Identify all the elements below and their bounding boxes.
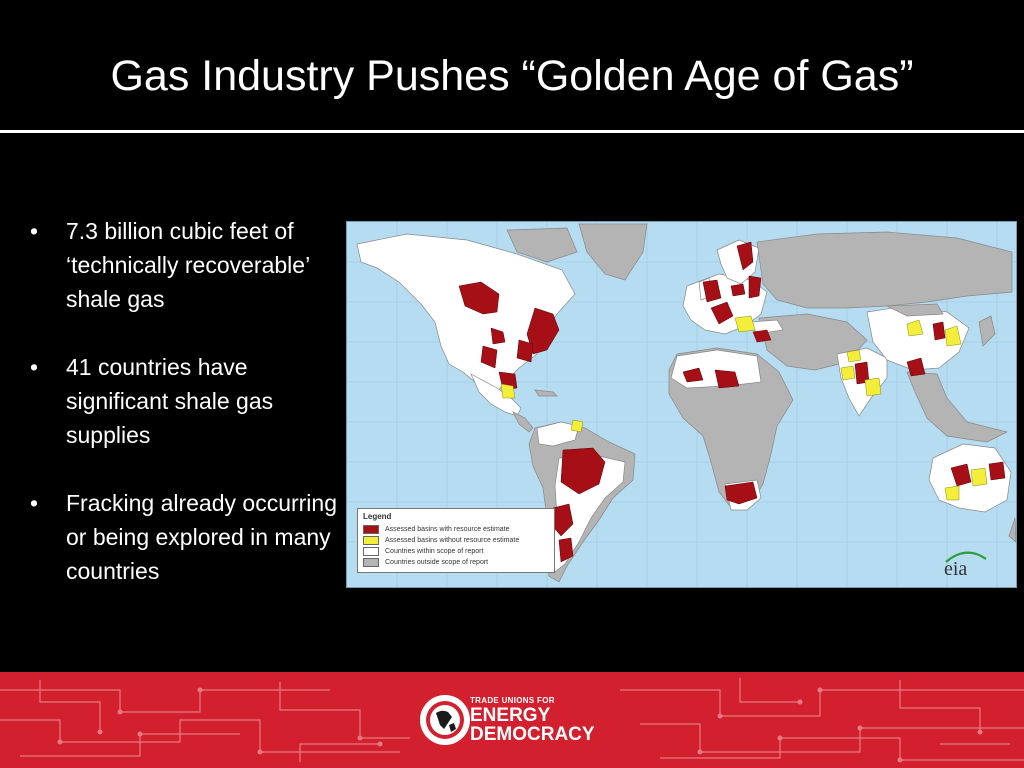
bullet-marker: • xyxy=(30,354,39,380)
caribbean xyxy=(534,389,558,397)
legend-row-out-of-scope: Countries outside scope of report xyxy=(363,557,549,568)
legend-label: Assessed basins without resource estimat… xyxy=(385,537,520,544)
bullet-item: • Fracking already occurring or being ex… xyxy=(30,486,340,588)
map-legend: Legend Assessed basins with resource est… xyxy=(357,508,555,573)
slide-title: Gas Industry Pushes “Golden Age of Gas” xyxy=(110,52,914,100)
eia-arc-icon xyxy=(945,551,987,563)
colombia-venezuela xyxy=(536,421,580,447)
bullet-text: 41 countries have significant shale gas … xyxy=(66,354,274,448)
legend-title: Legend xyxy=(363,512,392,521)
bullet-text: 7.3 billion cubic feet of ‘technically r… xyxy=(66,218,310,312)
legend-label: Countries outside scope of report xyxy=(385,559,489,566)
central-america xyxy=(512,411,534,433)
org-tagline: TRADE UNIONS FOR xyxy=(470,696,555,705)
world-map-graphic xyxy=(347,222,1016,587)
bullet-marker: • xyxy=(30,490,39,516)
org-logo: TRADE UNIONS FOR ENERGY DEMOCRACY xyxy=(418,690,618,750)
japan xyxy=(978,315,996,347)
legend-label: Assessed basins with resource estimate xyxy=(385,526,510,533)
bullet-text: Fracking already occurring or being expl… xyxy=(66,490,338,584)
legend-swatch-no-estimate xyxy=(363,536,379,545)
title-divider xyxy=(0,130,1024,133)
russia xyxy=(756,231,1013,309)
new-zealand xyxy=(1008,517,1016,543)
org-name-energy: ENERGY xyxy=(470,705,551,726)
bullet-item: • 41 countries have significant shale ga… xyxy=(30,350,340,452)
legend-swatch-estimate xyxy=(363,525,379,534)
eia-logo: eia xyxy=(944,549,988,579)
legend-swatch-in-scope xyxy=(363,547,379,556)
southeast-asia xyxy=(906,371,1009,443)
globe-icon xyxy=(420,695,470,745)
legend-row-estimate: Assessed basins with resource estimate xyxy=(363,524,549,535)
legend-label: Countries within scope of report xyxy=(385,548,484,555)
legend-swatch-out-of-scope xyxy=(363,558,379,567)
greenland xyxy=(578,223,648,281)
world-shale-map: Legend Assessed basins with resource est… xyxy=(346,221,1017,588)
assessed-basins-estimate xyxy=(458,241,1006,563)
bullet-marker: • xyxy=(30,218,39,244)
bullet-list: • 7.3 billion cubic feet of ‘technically… xyxy=(30,214,340,622)
legend-row-no-estimate: Assessed basins without resource estimat… xyxy=(363,535,549,546)
arctic-islands xyxy=(506,227,578,263)
north-africa xyxy=(670,349,762,389)
mongolia xyxy=(886,303,944,317)
org-name-democracy: DEMOCRACY xyxy=(470,724,595,745)
bullet-item: • 7.3 billion cubic feet of ‘technically… xyxy=(30,214,340,316)
footer-banner: TRADE UNIONS FOR ENERGY DEMOCRACY xyxy=(0,672,1024,768)
assessed-basins-no-estimate xyxy=(500,315,988,501)
eia-wordmark: eia xyxy=(944,558,968,580)
legend-row-in-scope: Countries within scope of report xyxy=(363,546,549,557)
circuit-pattern xyxy=(0,678,1024,763)
